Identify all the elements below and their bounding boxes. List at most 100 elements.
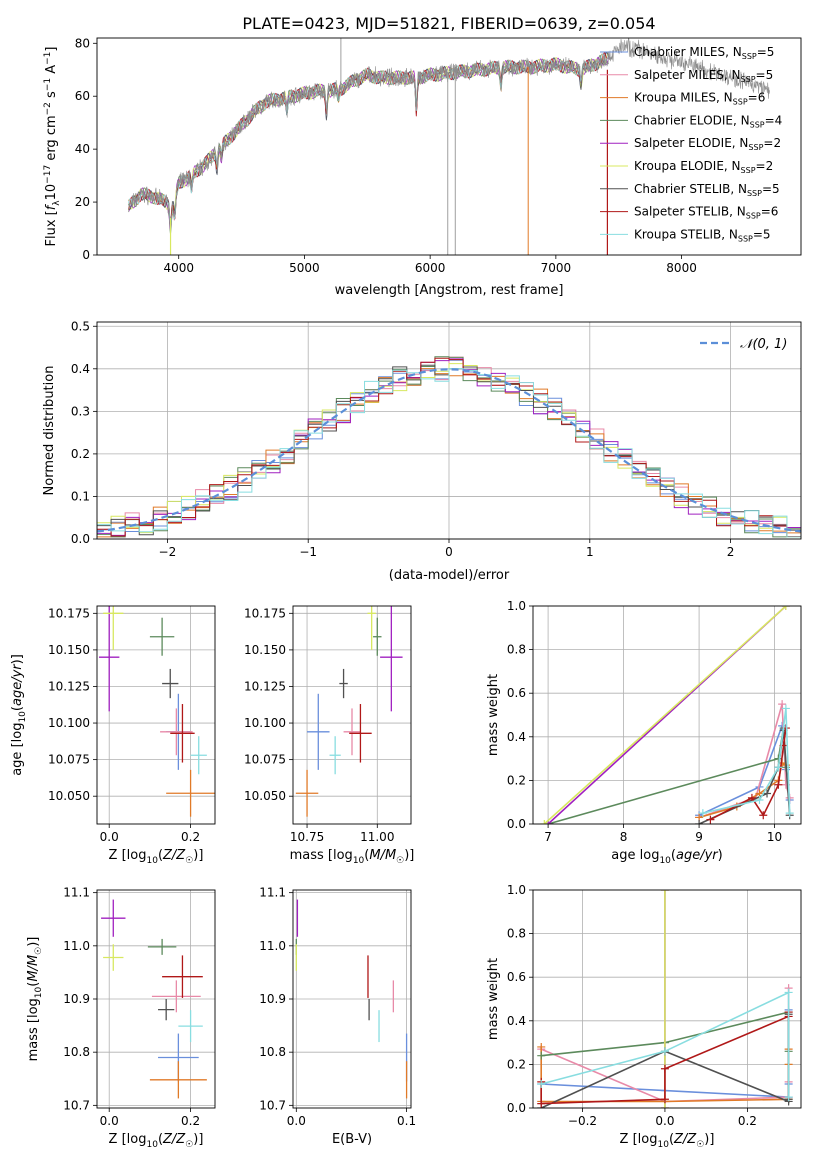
y-tick-label: 0.6 [507,686,526,700]
x-tick-label: 0.2 [181,1114,200,1128]
label-part: 10 [146,856,158,866]
label-part: ☉ [696,1140,704,1150]
legend-text: Salpeter STELIB, N [634,205,746,219]
weight-marker [774,754,783,763]
x-axis-label: Z [log10(Z/Z☉)] [109,848,204,866]
label-part: 10 [659,856,671,866]
label-part: )] [704,1132,714,1147]
mass-vs-Z-panel: 0.0 0.2 10.7 10.8 10.9 11.0 11.1 [63,886,216,1128]
weight-marker [784,988,793,997]
legend-entry: Chabrier MILES, NSSP=5 [634,45,774,61]
x-axis-label: wavelength [Angstrom, rest frame] [335,283,564,298]
legend-sub: SSP [748,143,763,152]
label-part: 10 [44,184,59,201]
legend-text: =6 [748,91,766,105]
label-part: Normed distribution [42,366,57,496]
y-tick-label: 0.4 [507,1014,526,1028]
label-part: f [44,203,59,210]
legend-text: Salpeter ELODIE, N [634,136,748,150]
x-tick-label: 7000 [541,261,572,275]
weight-marker [747,793,756,802]
legend-text: Chabrier MILES, N [634,45,742,59]
label-part: )] [193,1132,203,1147]
y-tick-label: 60 [75,89,90,103]
y-tick-label: 0 [82,248,90,262]
y-tick-label: 10.075 [244,753,286,767]
label-part: ( [158,1132,163,1147]
legend-entry: Kroupa STELIB, NSSP=5 [634,227,771,243]
y-axis-label: mass weight [486,958,501,1040]
residual-histogram [97,358,801,538]
legend-text: Kroupa MILES, N [634,91,733,105]
y-tick-label: 11.0 [63,939,90,953]
legend-text: =2 [763,136,781,150]
x-tick-label: 9 [695,830,703,844]
x-tick-label: 8 [620,830,628,844]
y-axis-label: age [log10(age/yr)] [10,654,28,776]
y-tick-label: 10.050 [244,789,286,803]
x-tick-label: 1 [586,545,594,559]
x-tick-label: −1 [299,545,317,559]
weight-marker [660,1064,669,1073]
weight-marker [698,809,707,818]
y-tick-label: 10.8 [259,1045,286,1059]
y-tick-label: 0.8 [507,643,526,657]
x-tick-label: 0.1 [397,1114,416,1128]
y-tick-label: 10.125 [244,679,286,693]
weight-marker [763,789,772,798]
legend-sub: SSP [741,75,756,84]
axes-frame [292,889,412,1109]
label-part: ( [669,1132,674,1147]
label-part: mass weight [486,674,501,756]
label-part: )] [10,654,25,664]
label-part: 10 [657,1140,669,1150]
weight-marker [537,1051,546,1060]
label-part: mass [log [290,848,353,863]
y-tick-label: 0.2 [507,773,526,787]
y-tick-label: 0.0 [71,532,90,546]
y-tick-label: 10.7 [63,1098,90,1112]
x-tick-label: 0.2 [738,1114,757,1128]
legend-text: Kroupa ELODIE, N [634,159,741,173]
label-part: ☉ [185,856,193,866]
label-part: Z/Z [162,1132,186,1147]
label-part: Z [log [620,1132,658,1147]
weight-marker [781,704,790,713]
label-part: −1 [43,78,53,91]
y-tick-label: 11.0 [259,939,286,953]
y-axis-label: mass [log10(M/M☉)] [26,937,44,1062]
weight-marker [695,820,704,824]
y-tick-label: 10.075 [48,753,90,767]
age-vs-Z-plot-area [99,606,215,817]
legend-entry: Salpeter MILES, NSSP=5 [634,68,773,84]
axes-frame [96,321,802,540]
y-tick-label: 0.0 [507,817,526,831]
axes-frame [96,889,216,1109]
mass-vs-ebv-plot-area [295,899,408,1099]
residual-histogram [97,368,801,538]
label-part: s [44,91,59,102]
legend-sub: SSP [750,120,765,129]
mass-vs-Z-plot-area [101,899,207,1099]
weight-marker [540,820,549,824]
weight-vs-Z-panel: −0.2 0.0 0.2 0.0 0.2 0.4 0.6 0.8 1.0 [507,883,802,1128]
weight-marker [660,1095,669,1104]
spectrum-panel: 4000 5000 6000 7000 8000 0 20 40 60 80 Chabrier MI… [75,36,802,275]
legend-text: Kroupa STELIB, N [634,227,738,241]
label-part: Z [log [109,848,147,863]
label-part: age [log [10,723,25,776]
y-tick-label: 11.1 [259,886,286,900]
label-part: )] [193,848,203,863]
x-tick-label: 11.00 [360,830,394,844]
y-tick-label: 1.0 [507,599,526,613]
label-part: −17 [43,165,53,184]
legend-entry: Kroupa ELODIE, NSSP=2 [634,159,773,175]
legend-text: =2 [756,159,774,173]
x-tick-label: 6000 [415,261,446,275]
label-part: M/M [26,955,41,982]
x-tick-label: 2 [727,545,735,559]
legend-entry: Salpeter ELODIE, NSSP=2 [634,136,781,152]
y-tick-label: 0.8 [507,927,526,941]
x-tick-label: 0.2 [181,830,200,844]
